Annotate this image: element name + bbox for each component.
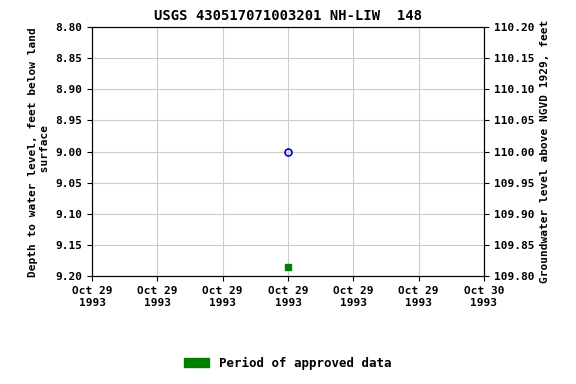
Y-axis label: Depth to water level, feet below land
 surface: Depth to water level, feet below land su…: [28, 27, 50, 276]
Title: USGS 430517071003201 NH-LIW  148: USGS 430517071003201 NH-LIW 148: [154, 9, 422, 23]
Legend: Period of approved data: Period of approved data: [179, 352, 397, 375]
Y-axis label: Groundwater level above NGVD 1929, feet: Groundwater level above NGVD 1929, feet: [540, 20, 550, 283]
